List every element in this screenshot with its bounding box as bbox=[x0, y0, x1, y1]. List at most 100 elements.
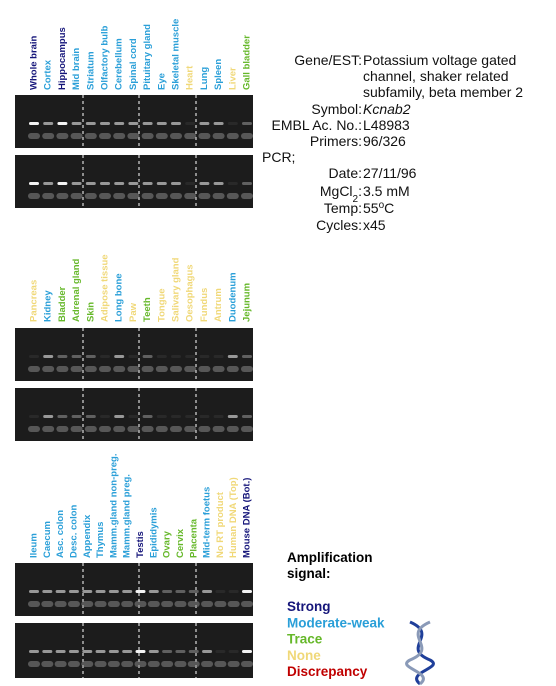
legend-item: Strong bbox=[287, 599, 331, 614]
gel-band bbox=[156, 415, 167, 418]
gel-band bbox=[185, 182, 196, 185]
gel-band bbox=[228, 590, 239, 593]
primer-band bbox=[121, 601, 134, 607]
lane-label: Skin bbox=[85, 302, 96, 322]
gel-band bbox=[95, 590, 106, 593]
legend-item: Moderate-weak bbox=[287, 615, 385, 630]
primer-band bbox=[113, 133, 126, 139]
lane-label: Teeth bbox=[142, 297, 153, 322]
info-value: Potassium voltage gated bbox=[363, 52, 516, 68]
gel-band bbox=[202, 650, 213, 653]
gel-band bbox=[114, 182, 125, 185]
primer-band bbox=[170, 193, 182, 199]
gel-band bbox=[71, 355, 82, 358]
lane-label: Striatum bbox=[85, 51, 96, 90]
primer-band bbox=[226, 366, 239, 372]
lane-label: Spleen bbox=[213, 59, 224, 90]
primer-band bbox=[28, 366, 40, 372]
primer-band bbox=[28, 133, 40, 139]
lane-label: Epididymis bbox=[148, 507, 159, 558]
gel-band bbox=[29, 182, 39, 185]
lane-label: Mid-term foetus bbox=[202, 487, 213, 558]
primer-band bbox=[56, 193, 69, 199]
primer-band bbox=[99, 366, 111, 372]
info-value: 55oC bbox=[363, 200, 394, 217]
primer-band bbox=[198, 366, 211, 372]
gel-band bbox=[142, 182, 153, 185]
gel-band bbox=[100, 122, 110, 125]
gel-band bbox=[148, 650, 159, 653]
primer-band bbox=[107, 601, 120, 607]
text-part: C bbox=[384, 200, 394, 216]
gel-band bbox=[135, 590, 146, 593]
info-label: MgCl2: bbox=[320, 183, 362, 205]
primer-band bbox=[214, 601, 227, 607]
primer-band bbox=[28, 193, 40, 199]
gel bbox=[15, 155, 253, 208]
gel-band bbox=[29, 650, 39, 653]
gel-band bbox=[85, 355, 96, 358]
primer-band bbox=[147, 601, 160, 607]
primer-band bbox=[113, 193, 126, 199]
info-label: Date: bbox=[329, 165, 362, 181]
gel-band bbox=[156, 182, 167, 185]
gel-band bbox=[148, 590, 159, 593]
gel bbox=[15, 95, 253, 148]
primer-band bbox=[170, 133, 182, 139]
lane-label: Appendix bbox=[82, 514, 93, 558]
gel-band bbox=[57, 122, 68, 125]
primer-band bbox=[113, 366, 126, 372]
gel-band bbox=[171, 415, 181, 418]
gel-band bbox=[227, 415, 238, 418]
gel bbox=[15, 563, 253, 616]
gel-band bbox=[188, 650, 199, 653]
gel-band bbox=[185, 415, 196, 418]
primer-band bbox=[81, 601, 94, 607]
gel-band bbox=[100, 355, 110, 358]
info-value: x45 bbox=[363, 217, 386, 233]
gel-band bbox=[185, 355, 196, 358]
primer-band bbox=[226, 426, 239, 432]
lane-label: Skeletal muscle bbox=[171, 19, 182, 90]
lane-label: Antrum bbox=[213, 288, 224, 322]
gel-band bbox=[114, 355, 125, 358]
lane-label: Adrenal gland bbox=[71, 258, 82, 322]
primer-band bbox=[70, 426, 83, 432]
lane-label: Adipose tissue bbox=[100, 254, 111, 322]
gel-band bbox=[71, 182, 82, 185]
primer-band bbox=[212, 133, 225, 139]
info-value: L48983 bbox=[363, 117, 410, 133]
gel-band bbox=[122, 650, 133, 653]
primer-band bbox=[155, 426, 168, 432]
info-value: 3.5 mM bbox=[363, 183, 410, 199]
primer-band bbox=[214, 661, 227, 667]
primer-band bbox=[241, 133, 253, 139]
lane-label: Mamm.gland non-preg. bbox=[108, 454, 119, 559]
primer-band bbox=[161, 601, 174, 607]
primer-band bbox=[212, 193, 225, 199]
gel-band bbox=[57, 355, 68, 358]
lane-label: Liver bbox=[227, 67, 238, 90]
primer-band bbox=[170, 426, 182, 432]
gel-band bbox=[82, 590, 93, 593]
gel-band bbox=[142, 355, 153, 358]
gel bbox=[15, 623, 253, 678]
primer-band bbox=[170, 366, 182, 372]
lane-label: Bladder bbox=[57, 286, 68, 322]
lane-label: Placenta bbox=[188, 518, 199, 558]
gel-band bbox=[213, 182, 224, 185]
gel-band bbox=[108, 590, 119, 593]
gel-band bbox=[114, 415, 125, 418]
lane-label: Hippocampus bbox=[57, 27, 68, 90]
gel-band bbox=[71, 122, 82, 125]
text-part: MgCl bbox=[320, 183, 353, 199]
gel-band bbox=[202, 590, 213, 593]
primer-band bbox=[41, 601, 54, 607]
primer-band bbox=[70, 193, 83, 199]
lane-label: Human DNA (Top) bbox=[228, 477, 239, 558]
primer-band bbox=[42, 426, 55, 432]
gel-band bbox=[122, 590, 133, 593]
gel-band bbox=[228, 650, 239, 653]
text-part: 2 bbox=[353, 194, 359, 205]
primer-band bbox=[198, 193, 211, 199]
